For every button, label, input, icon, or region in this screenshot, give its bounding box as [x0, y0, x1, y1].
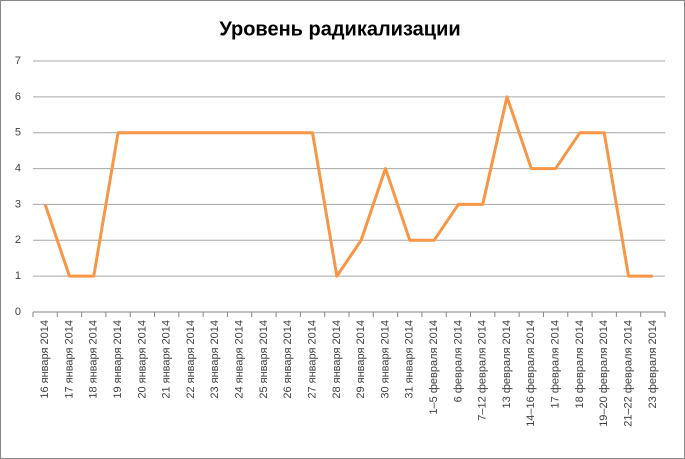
x-tick-label: 14–16 февраля 2014 [525, 320, 537, 427]
x-tick-label: 20 января 2014 [136, 320, 148, 399]
x-tick-label: 19–20 февраля 2014 [598, 320, 610, 427]
x-tick-label: 16 января 2014 [39, 320, 51, 399]
x-tick-label: 18 февраля 2014 [574, 320, 586, 408]
y-tick-label: 0 [15, 306, 21, 318]
y-tick-label: 7 [15, 55, 21, 67]
y-tick-label: 6 [15, 91, 21, 103]
x-tick-label: 17 февраля 2014 [550, 320, 562, 408]
x-tick-label: 26 января 2014 [282, 320, 294, 399]
x-tick-label: 17 января 2014 [63, 320, 75, 399]
x-tick-label: 22 января 2014 [185, 320, 197, 399]
x-tick-label: 30 января 2014 [379, 320, 391, 399]
y-tick-label: 2 [15, 234, 21, 246]
x-tick-label: 23 января 2014 [209, 320, 221, 399]
x-tick-label: 13 февраля 2014 [501, 320, 513, 408]
x-tick-label: 18 января 2014 [88, 320, 100, 399]
x-tick-label: 6 февраля 2014 [452, 320, 464, 402]
x-tick-label: 28 января 2014 [331, 320, 343, 399]
x-tick-label: 24 января 2014 [234, 320, 246, 399]
line-series [43, 95, 653, 278]
y-tick-label: 3 [15, 198, 21, 210]
x-tick-label: 7–12 февраля 2014 [477, 320, 489, 421]
x-tick-label: 25 января 2014 [258, 320, 270, 399]
x-tick-label: 1–5 февраля 2014 [428, 320, 440, 415]
y-tick-label: 1 [15, 270, 21, 282]
x-tick-label: 29 января 2014 [355, 320, 367, 399]
x-tick-label: 27 января 2014 [306, 320, 318, 399]
x-tick-label: 23 февраля 2014 [647, 320, 659, 408]
chart-title: Уровень радикализации [219, 18, 460, 40]
x-tick-label: 31 января 2014 [404, 320, 416, 399]
x-tick-label: 21 января 2014 [161, 320, 173, 399]
y-tick-label: 5 [15, 127, 21, 139]
x-tick-label: 19 января 2014 [112, 320, 124, 399]
y-tick-label: 4 [15, 162, 21, 174]
x-tick-label: 21–22 февраля 2014 [622, 320, 634, 427]
